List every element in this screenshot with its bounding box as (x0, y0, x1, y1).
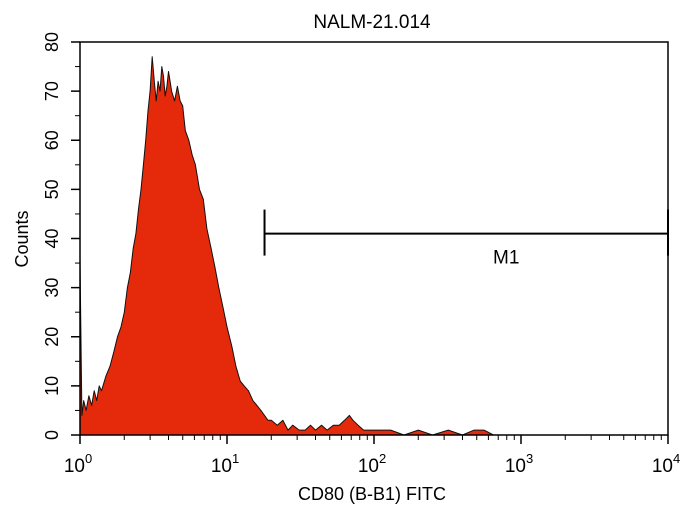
y-axis-label: Counts (12, 210, 32, 267)
x-tick-label: 101 (211, 451, 239, 477)
x-axis-label: CD80 (B-B1) FITC (298, 484, 446, 504)
marker-m1-label: M1 (493, 248, 519, 269)
y-tick-label: 10 (42, 376, 62, 396)
x-tick-label: 103 (505, 451, 533, 477)
x-axis: 100 101 102 103 104 (64, 435, 680, 477)
y-tick-label: 30 (42, 278, 62, 298)
x-tick-label: 100 (64, 451, 92, 477)
y-tick-label: 40 (42, 228, 62, 248)
y-tick-label: 80 (42, 32, 62, 52)
y-axis: 0 10 20 30 40 50 60 70 80 (42, 32, 80, 440)
y-tick-label: 60 (42, 130, 62, 150)
y-tick-label: 20 (42, 327, 62, 347)
chart-title: NALM-21.014 (313, 12, 431, 33)
x-tick-label: 104 (652, 451, 680, 477)
histogram-series-0 (79, 56, 669, 436)
y-tick-label: 0 (42, 430, 62, 440)
y-tick-label: 50 (42, 179, 62, 199)
x-tick-label: 102 (358, 451, 386, 477)
plot-area: M1 (79, 56, 669, 436)
y-tick-label: 70 (42, 81, 62, 101)
